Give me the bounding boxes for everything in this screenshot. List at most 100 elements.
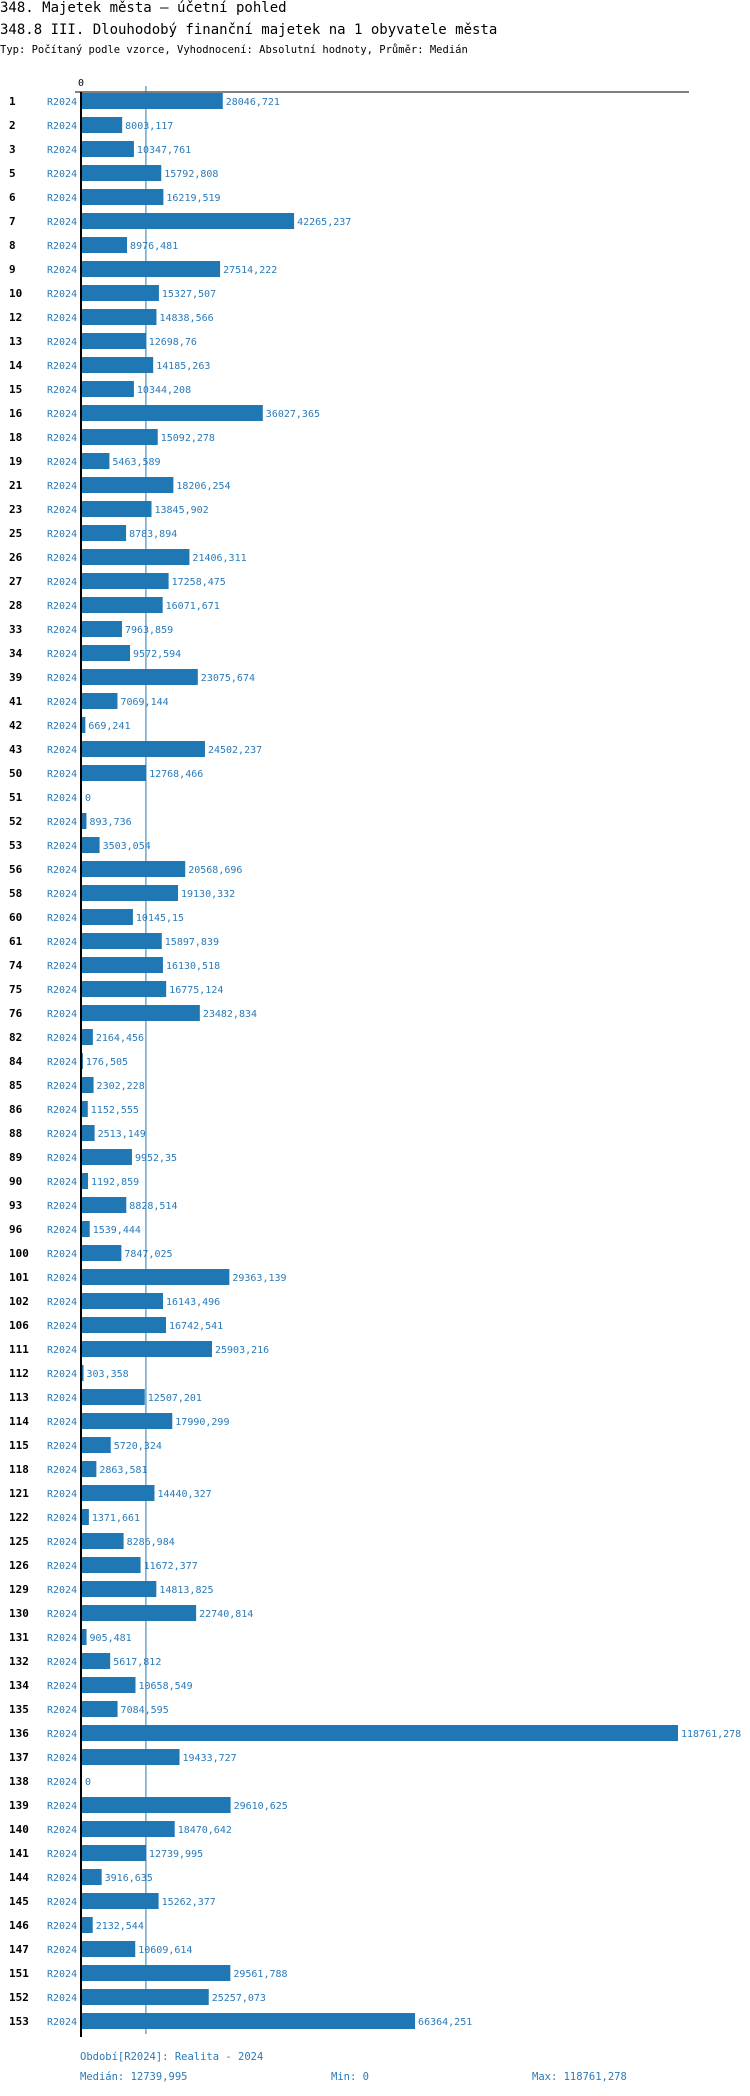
category-label: 53 bbox=[9, 839, 22, 852]
category-label: 8 bbox=[9, 239, 16, 252]
bar bbox=[82, 93, 223, 109]
series-label: R2024 bbox=[47, 529, 77, 540]
value-label: 12698,76 bbox=[149, 337, 197, 348]
bar bbox=[82, 741, 205, 757]
value-label: 13845,902 bbox=[154, 505, 208, 516]
bar bbox=[82, 957, 163, 973]
category-label: 9 bbox=[9, 263, 16, 276]
category-label: 6 bbox=[9, 191, 16, 204]
category-label: 60 bbox=[9, 911, 22, 924]
series-label: R2024 bbox=[47, 985, 77, 996]
series-label: R2024 bbox=[47, 1033, 77, 1044]
series-label: R2024 bbox=[47, 1321, 77, 1332]
category-label: 140 bbox=[9, 1823, 29, 1836]
series-label: R2024 bbox=[47, 1225, 77, 1236]
series-label: R2024 bbox=[47, 265, 77, 276]
series-label: R2024 bbox=[47, 1681, 77, 1692]
value-label: 7963,859 bbox=[125, 625, 173, 636]
value-label: 8828,514 bbox=[129, 1201, 177, 1212]
bar bbox=[82, 669, 198, 685]
category-label: 3 bbox=[9, 143, 16, 156]
series-label: R2024 bbox=[47, 1921, 77, 1932]
bar bbox=[82, 453, 110, 469]
period-legend: Období[R2024]: Realita - 2024 bbox=[80, 2051, 264, 2063]
category-label: 135 bbox=[9, 1703, 29, 1716]
bar bbox=[82, 525, 127, 541]
category-label: 90 bbox=[9, 1175, 22, 1188]
category-label: 137 bbox=[9, 1751, 29, 1764]
category-label: 23 bbox=[9, 503, 22, 516]
bar bbox=[82, 1293, 164, 1309]
series-label: R2024 bbox=[47, 1705, 77, 1716]
bar bbox=[82, 141, 134, 157]
bar bbox=[82, 1437, 111, 1453]
value-label: 2302,228 bbox=[97, 1081, 145, 1092]
value-label: 7084,595 bbox=[121, 1705, 169, 1716]
series-label: R2024 bbox=[47, 1513, 77, 1524]
series-label: R2024 bbox=[47, 601, 77, 612]
value-label: 18470,642 bbox=[178, 1825, 232, 1836]
category-label: 86 bbox=[9, 1103, 23, 1116]
value-label: 29610,625 bbox=[234, 1801, 288, 1812]
bar bbox=[82, 1485, 155, 1501]
value-label: 2513,149 bbox=[98, 1129, 146, 1140]
bar bbox=[82, 1941, 136, 1957]
category-label: 50 bbox=[9, 767, 22, 780]
value-label: 15792,808 bbox=[164, 169, 218, 180]
category-label: 7 bbox=[9, 215, 16, 228]
series-label: R2024 bbox=[47, 865, 77, 876]
category-label: 27 bbox=[9, 575, 22, 588]
series-label: R2024 bbox=[47, 1129, 77, 1140]
series-label: R2024 bbox=[47, 1009, 77, 1020]
bar bbox=[82, 117, 123, 133]
value-label: 14813,825 bbox=[159, 1585, 213, 1596]
series-label: R2024 bbox=[47, 1753, 77, 1764]
series-label: R2024 bbox=[47, 2017, 77, 2028]
category-label: 1 bbox=[9, 95, 16, 108]
value-label: 23075,674 bbox=[201, 673, 255, 684]
category-label: 42 bbox=[9, 719, 22, 732]
bar bbox=[82, 477, 174, 493]
bar bbox=[82, 1173, 88, 1189]
category-label: 58 bbox=[9, 887, 22, 900]
bar bbox=[82, 573, 169, 589]
bar bbox=[82, 189, 164, 205]
category-label: 147 bbox=[9, 1943, 29, 1956]
series-label: R2024 bbox=[47, 385, 77, 396]
value-label: 16219,519 bbox=[166, 193, 220, 204]
value-label: 118761,278 bbox=[681, 1729, 741, 1740]
bar bbox=[82, 597, 163, 613]
category-label: 15 bbox=[9, 383, 22, 396]
category-label: 84 bbox=[9, 1055, 23, 1068]
category-label: 43 bbox=[9, 743, 22, 756]
category-label: 52 bbox=[9, 815, 22, 828]
bar bbox=[82, 1365, 84, 1381]
series-label: R2024 bbox=[47, 1345, 77, 1356]
category-label: 102 bbox=[9, 1295, 29, 1308]
bar bbox=[82, 1677, 136, 1693]
bar bbox=[82, 1197, 127, 1213]
bar bbox=[82, 1077, 94, 1093]
bar bbox=[82, 2013, 416, 2029]
bar bbox=[82, 309, 157, 325]
category-label: 74 bbox=[9, 959, 23, 972]
value-label: 2164,456 bbox=[96, 1033, 144, 1044]
series-label: R2024 bbox=[47, 1609, 77, 1620]
category-label: 141 bbox=[9, 1847, 29, 1860]
category-label: 125 bbox=[9, 1535, 29, 1548]
category-label: 139 bbox=[9, 1799, 29, 1812]
category-label: 14 bbox=[9, 359, 23, 372]
category-label: 56 bbox=[9, 863, 23, 876]
series-label: R2024 bbox=[47, 553, 77, 564]
bar bbox=[82, 1893, 159, 1909]
value-label: 7069,144 bbox=[120, 697, 168, 708]
series-label: R2024 bbox=[47, 1993, 77, 2004]
page-title: 348. Majetek města – účetní pohled bbox=[0, 0, 287, 16]
category-label: 51 bbox=[9, 791, 23, 804]
series-label: R2024 bbox=[47, 313, 77, 324]
category-label: 89 bbox=[9, 1151, 22, 1164]
value-label: 1192,859 bbox=[91, 1177, 139, 1188]
series-label: R2024 bbox=[47, 1201, 77, 1212]
bar bbox=[82, 933, 162, 949]
value-label: 176,505 bbox=[86, 1057, 128, 1068]
